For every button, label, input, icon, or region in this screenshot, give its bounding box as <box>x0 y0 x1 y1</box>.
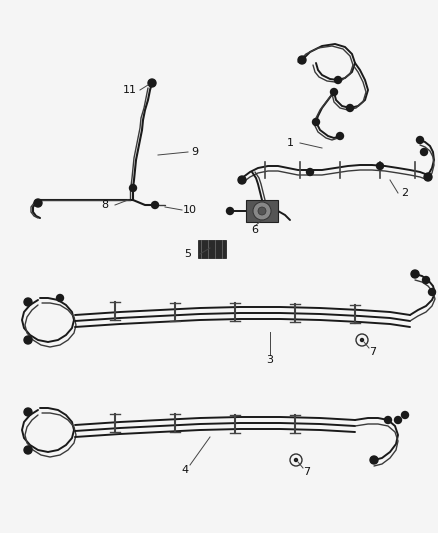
Text: 10: 10 <box>183 205 197 215</box>
Circle shape <box>370 456 378 464</box>
Circle shape <box>238 176 246 184</box>
Circle shape <box>331 88 338 95</box>
Bar <box>198 240 226 258</box>
Text: 6: 6 <box>251 225 258 235</box>
Text: 2: 2 <box>402 188 409 198</box>
Text: 7: 7 <box>369 347 377 357</box>
Circle shape <box>417 136 424 143</box>
Text: 5: 5 <box>184 249 191 259</box>
Circle shape <box>360 338 364 342</box>
Circle shape <box>377 163 384 169</box>
Circle shape <box>253 202 271 220</box>
Circle shape <box>336 133 343 140</box>
Circle shape <box>130 184 137 191</box>
Circle shape <box>57 295 64 302</box>
Circle shape <box>24 408 32 416</box>
Text: 8: 8 <box>102 200 109 210</box>
Circle shape <box>24 336 32 344</box>
Text: 3: 3 <box>266 355 273 365</box>
Text: 9: 9 <box>191 147 198 157</box>
Circle shape <box>298 56 306 64</box>
Circle shape <box>335 77 342 84</box>
Text: 1: 1 <box>286 138 293 148</box>
Text: 7: 7 <box>304 467 311 477</box>
Circle shape <box>226 207 233 214</box>
Circle shape <box>424 173 432 181</box>
Circle shape <box>152 201 159 208</box>
Circle shape <box>24 446 32 454</box>
Circle shape <box>395 416 402 424</box>
Circle shape <box>420 149 427 156</box>
Circle shape <box>258 207 266 215</box>
Circle shape <box>423 277 430 284</box>
Text: 11: 11 <box>123 85 137 95</box>
Circle shape <box>24 298 32 306</box>
Circle shape <box>428 288 435 295</box>
Circle shape <box>34 199 42 207</box>
Circle shape <box>411 270 419 278</box>
Circle shape <box>346 104 353 111</box>
Text: 4: 4 <box>181 465 189 475</box>
Circle shape <box>385 416 392 424</box>
Circle shape <box>312 118 319 125</box>
Circle shape <box>402 411 409 418</box>
Circle shape <box>307 168 314 175</box>
Circle shape <box>294 458 297 462</box>
Circle shape <box>148 79 156 87</box>
Bar <box>246 200 278 222</box>
